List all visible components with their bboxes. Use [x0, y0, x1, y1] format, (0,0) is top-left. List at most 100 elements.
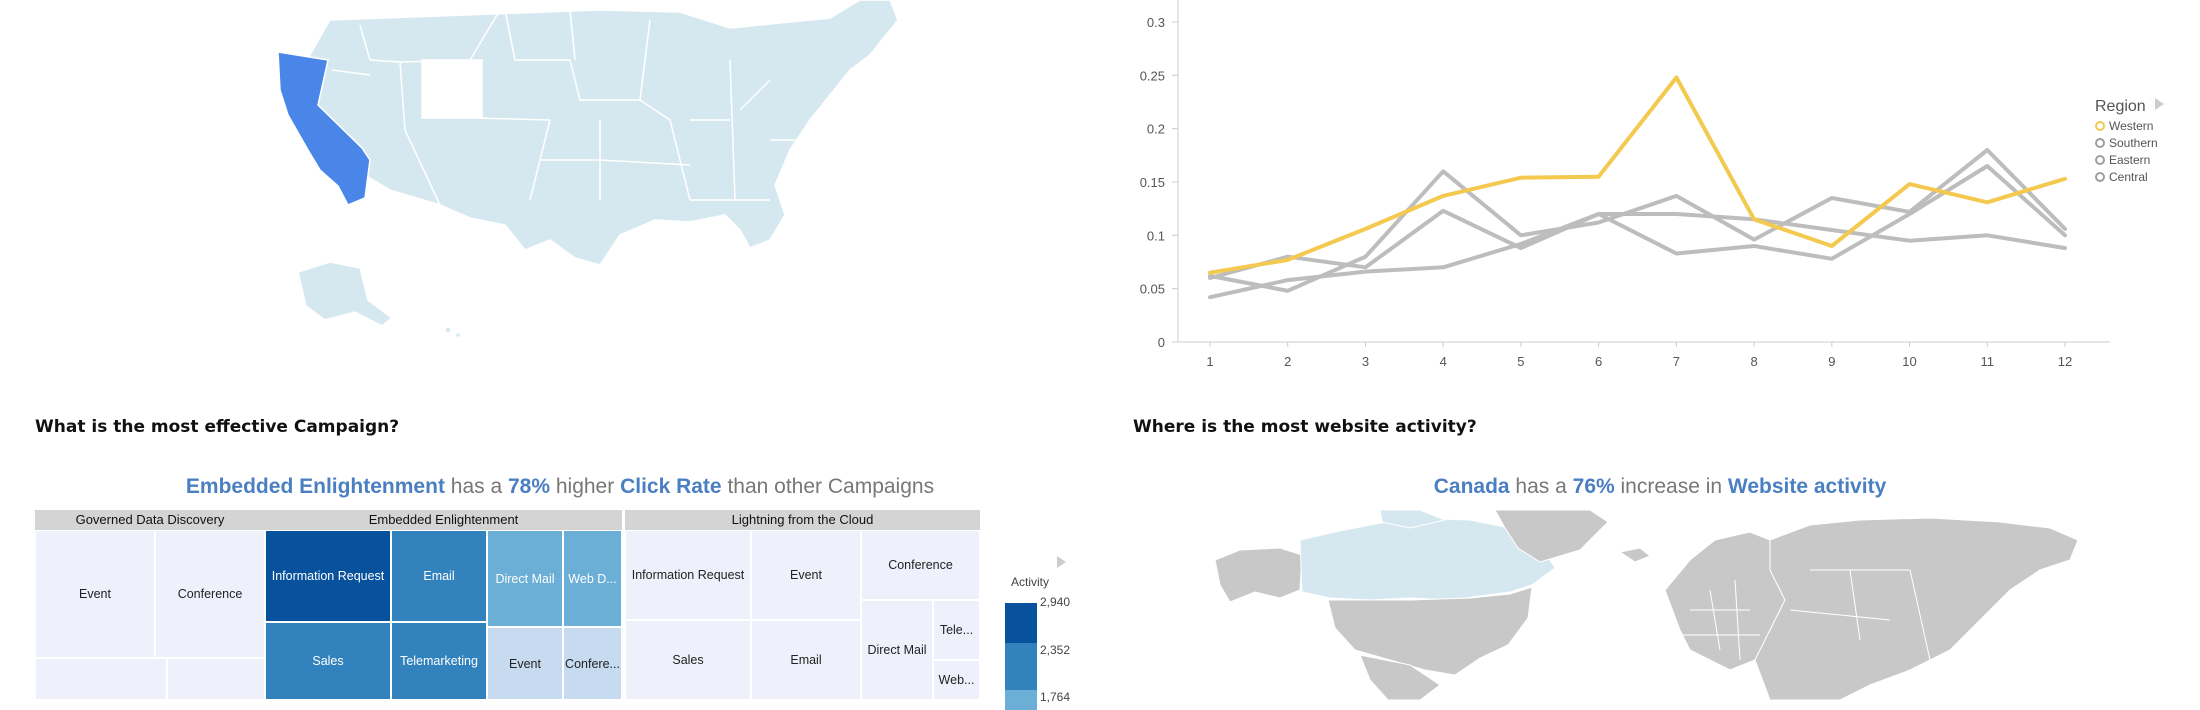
- legend-label: Central: [2109, 170, 2148, 184]
- world-map[interactable]: [1210, 510, 2080, 700]
- treemap-group-header[interactable]: Lightning from the Cloud: [625, 510, 980, 530]
- treemap-tile[interactable]: Confere...: [563, 627, 622, 700]
- alaska[interactable]: [297, 261, 394, 327]
- campaign-name: Embedded Enlightenment: [185, 475, 445, 498]
- x-tick-label: 8: [1750, 354, 1757, 369]
- website-section-title: Where is the most website activity?: [1133, 417, 1477, 437]
- legend-item-southern[interactable]: Southern: [2095, 136, 2195, 150]
- asia[interactable]: [1754, 517, 2079, 700]
- treemap-tile[interactable]: Sales: [625, 620, 751, 700]
- treemap-group-header[interactable]: Embedded Enlightenment: [265, 510, 622, 530]
- campaign-section-title: What is the most effective Campaign?: [35, 417, 400, 437]
- y-tick-label: 0.3: [1147, 15, 1165, 30]
- treemap-tile[interactable]: [35, 658, 167, 700]
- arctic-islands[interactable]: [1379, 510, 1447, 529]
- headline-text: increase in: [1614, 475, 1728, 498]
- series-line-southern[interactable]: [1208, 148, 2067, 293]
- chart-legend: Region Western Southern Eastern Central: [2095, 98, 2195, 184]
- website-headline: Canada has a 76% increase in Website act…: [1120, 475, 2200, 499]
- country-name: Canada: [1433, 475, 1510, 498]
- y-tick-label: 0.15: [1140, 175, 1165, 190]
- treemap-tile[interactable]: Direct Mail: [861, 600, 933, 700]
- y-tick-label: 0.25: [1140, 68, 1165, 83]
- greenland[interactable]: [1494, 510, 1609, 563]
- x-tick-label: 4: [1440, 354, 1447, 369]
- treemap-tile[interactable]: Tele...: [933, 600, 980, 660]
- y-tick-label: 0: [1158, 335, 1165, 350]
- website-metric: Website activity: [1727, 475, 1887, 498]
- headline-text: has a: [1509, 475, 1573, 498]
- activity-legend: Activity 2,940 2,352 1,764: [1005, 575, 1095, 710]
- california[interactable]: [277, 51, 371, 206]
- activity-scale-bar-dark: [1005, 603, 1037, 643]
- website-percent: 76%: [1572, 475, 1615, 498]
- treemap-tile[interactable]: Conference: [155, 530, 265, 658]
- legend-label: Western: [2109, 119, 2154, 133]
- us-map[interactable]: [270, 0, 900, 350]
- wyoming[interactable]: [421, 59, 483, 119]
- y-tick-label: 0.1: [1147, 228, 1165, 243]
- series-line-central[interactable]: [1208, 212, 2067, 300]
- legend-label: Southern: [2109, 136, 2158, 150]
- treemap-group-header[interactable]: Governed Data Discovery: [35, 510, 265, 530]
- treemap-tile[interactable]: Direct Mail: [487, 530, 563, 627]
- campaign-metric: Click Rate: [620, 475, 722, 498]
- treemap-tile[interactable]: Event: [751, 530, 861, 620]
- treemap-tile[interactable]: Web...: [933, 660, 980, 700]
- treemap-tile[interactable]: Telemarketing: [391, 622, 487, 700]
- treemap-expand-icon[interactable]: [1057, 556, 1066, 568]
- legend-marker-icon: [2095, 172, 2105, 182]
- treemap-tile[interactable]: Conference: [861, 530, 980, 600]
- legend-title: Region: [2095, 98, 2146, 115]
- headline-text: than other Campaigns: [721, 475, 935, 498]
- treemap-tile[interactable]: Email: [391, 530, 487, 622]
- legend-expand-icon[interactable]: [2155, 98, 2164, 110]
- x-tick-label: 6: [1595, 354, 1602, 369]
- treemap-tile[interactable]: Event: [487, 627, 563, 700]
- legend-item-western[interactable]: Western: [2095, 119, 2195, 133]
- activity-legend-value: 2,352: [1040, 643, 1071, 657]
- x-tick-label: 12: [2058, 354, 2072, 369]
- x-tick-label: 1: [1206, 354, 1213, 369]
- us-mainland[interactable]: [299, 0, 899, 266]
- region-line-chart[interactable]: 00.050.10.150.20.250.31 2 3 4 5 6 7 8 9 10 11 12: [1110, 0, 2200, 370]
- x-tick-label: 2: [1284, 354, 1291, 369]
- activity-legend-value: 1,764: [1040, 690, 1071, 704]
- campaign-percent: 78%: [507, 475, 551, 498]
- treemap-tile[interactable]: Event: [35, 530, 155, 658]
- treemap-tile[interactable]: Information Request: [265, 530, 391, 622]
- legend-item-central[interactable]: Central: [2095, 170, 2195, 184]
- series-line-eastern[interactable]: [1208, 164, 2067, 280]
- activity-legend-value: 2,940: [1040, 595, 1071, 609]
- treemap-tile[interactable]: Sales: [265, 622, 391, 700]
- legend-marker-icon: [2095, 138, 2105, 148]
- hawaii[interactable]: [444, 326, 452, 334]
- x-tick-label: 10: [1902, 354, 1916, 369]
- y-tick-label: 0.05: [1140, 282, 1165, 297]
- treemap-tile[interactable]: [167, 658, 265, 700]
- united-states[interactable]: [1327, 586, 1533, 676]
- x-tick-label: 11: [1981, 354, 1995, 369]
- activity-legend-title: Activity: [1011, 575, 1050, 589]
- legend-marker-icon: [2095, 121, 2105, 131]
- legend-marker-icon: [2095, 155, 2105, 165]
- campaign-treemap[interactable]: Governed Data Discovery Embedded Enlight…: [35, 510, 980, 700]
- activity-scale-bar-light: [1005, 690, 1037, 710]
- legend-label: Eastern: [2109, 153, 2151, 167]
- iceland[interactable]: [1618, 547, 1651, 563]
- mexico[interactable]: [1359, 654, 1441, 700]
- x-tick-label: 9: [1828, 354, 1835, 369]
- legend-item-eastern[interactable]: Eastern: [2095, 153, 2195, 167]
- headline-text: higher: [550, 475, 621, 498]
- headline-text: has a: [444, 475, 508, 498]
- treemap-tile[interactable]: Email: [751, 620, 861, 700]
- x-tick-label: 3: [1362, 354, 1369, 369]
- campaign-headline: Embedded Enlightenment has a 78% higher …: [0, 475, 1120, 499]
- series-line-western[interactable]: [1208, 75, 2067, 275]
- treemap-tile[interactable]: Information Request: [625, 530, 751, 620]
- y-tick-label: 0.2: [1147, 122, 1165, 137]
- treemap-tile[interactable]: Web D...: [563, 530, 622, 627]
- x-tick-label: 7: [1673, 354, 1680, 369]
- x-tick-label: 5: [1517, 354, 1524, 369]
- alaska-region[interactable]: [1214, 547, 1303, 603]
